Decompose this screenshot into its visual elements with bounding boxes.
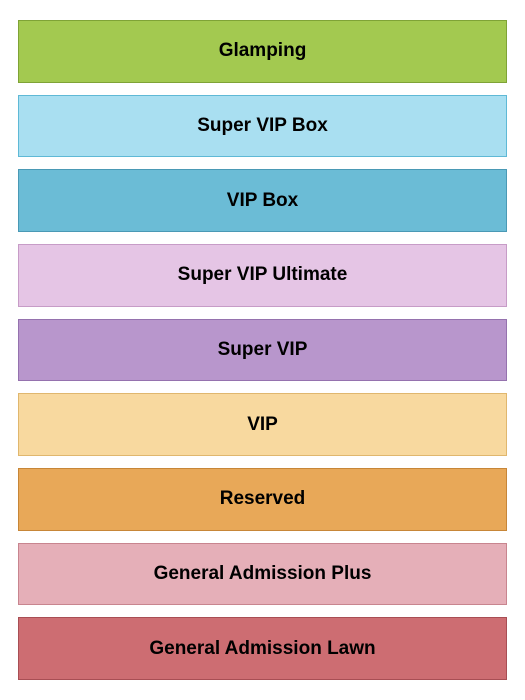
section-label: VIP [247, 414, 278, 436]
section-label: Super VIP Ultimate [178, 264, 348, 286]
section-reserved[interactable]: Reserved [18, 468, 507, 531]
section-vip[interactable]: VIP [18, 393, 507, 456]
section-label: Super VIP Box [197, 115, 328, 137]
section-general-admission-plus[interactable]: General Admission Plus [18, 543, 507, 606]
section-general-admission-lawn[interactable]: General Admission Lawn [18, 617, 507, 680]
section-label: General Admission Plus [154, 563, 372, 585]
section-label: VIP Box [227, 190, 298, 212]
section-super-vip[interactable]: Super VIP [18, 319, 507, 382]
section-label: General Admission Lawn [149, 638, 375, 660]
section-label: Super VIP [218, 339, 308, 361]
section-vip-box[interactable]: VIP Box [18, 169, 507, 232]
section-label: Glamping [219, 40, 307, 62]
section-super-vip-box[interactable]: Super VIP Box [18, 95, 507, 158]
section-glamping[interactable]: Glamping [18, 20, 507, 83]
section-label: Reserved [220, 488, 306, 510]
seating-chart: Glamping Super VIP Box VIP Box Super VIP… [18, 20, 507, 680]
section-super-vip-ultimate[interactable]: Super VIP Ultimate [18, 244, 507, 307]
